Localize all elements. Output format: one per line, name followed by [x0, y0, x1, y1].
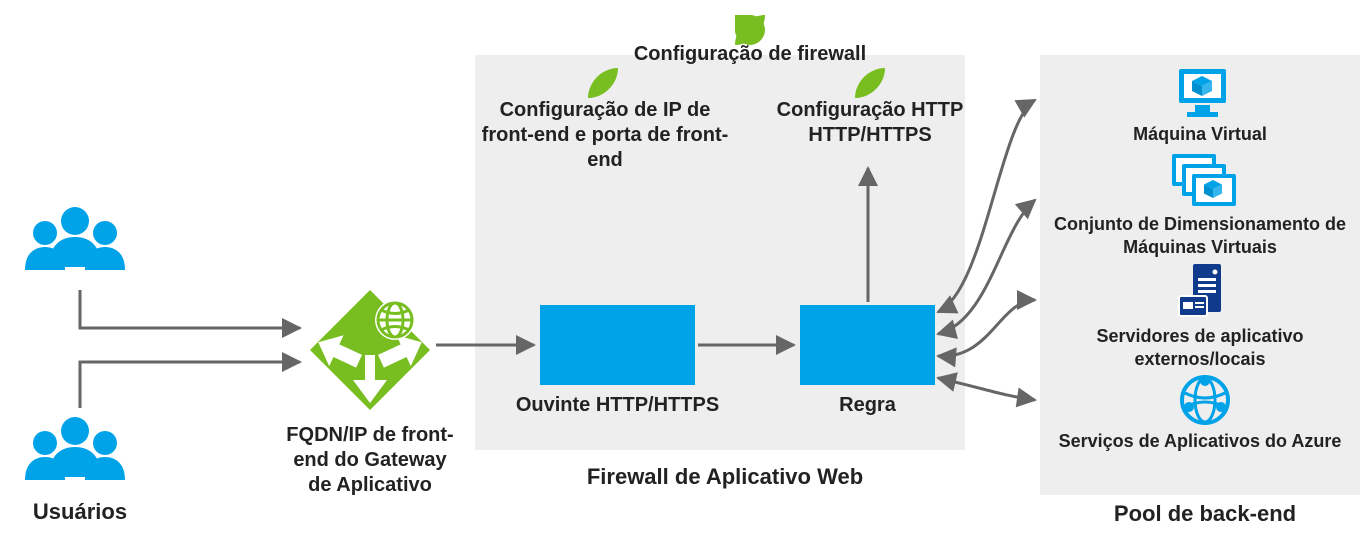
users-icon	[15, 205, 135, 280]
leaf-icon	[588, 68, 618, 98]
vm-icon	[1175, 65, 1230, 125]
appservice-icon	[1180, 375, 1230, 430]
diagram-stage: Configuração de firewall Configuração de…	[0, 0, 1369, 545]
leaf-icon	[855, 68, 885, 98]
backend-item-label: Conjunto de Dimensionamento de Máquinas …	[1045, 213, 1355, 258]
listener-box	[540, 305, 695, 385]
users-label: Usuários	[5, 498, 155, 526]
server-icon	[1175, 262, 1235, 327]
firewall-section-title: Firewall de Aplicativo Web	[555, 463, 895, 491]
backend-item-label: Máquina Virtual	[1055, 123, 1345, 146]
gateway-icon	[305, 285, 435, 420]
firewall-top-label: Configuração de firewall	[620, 42, 880, 67]
backend-item-label: Serviços de Aplicativos do Azure	[1040, 430, 1360, 453]
backend-title: Pool de back-end	[1080, 500, 1330, 528]
users-icon	[15, 415, 135, 490]
http-config-label: Configuração HTTP HTTP/HTTPS	[770, 98, 970, 148]
rule-box	[800, 305, 935, 385]
rule-label: Regra	[800, 393, 935, 418]
listener-label: Ouvinte HTTP/HTTPS	[480, 393, 755, 418]
vmss-icon	[1168, 150, 1238, 215]
gateway-label: FQDN/IP de front-end do Gateway de Aplic…	[280, 423, 460, 498]
leaf-icon	[735, 15, 765, 45]
frontend-ip-label: Configuração de IP de front-end e porta …	[480, 98, 730, 173]
backend-item-label: Servidores de aplicativo externos/locais	[1055, 325, 1345, 370]
